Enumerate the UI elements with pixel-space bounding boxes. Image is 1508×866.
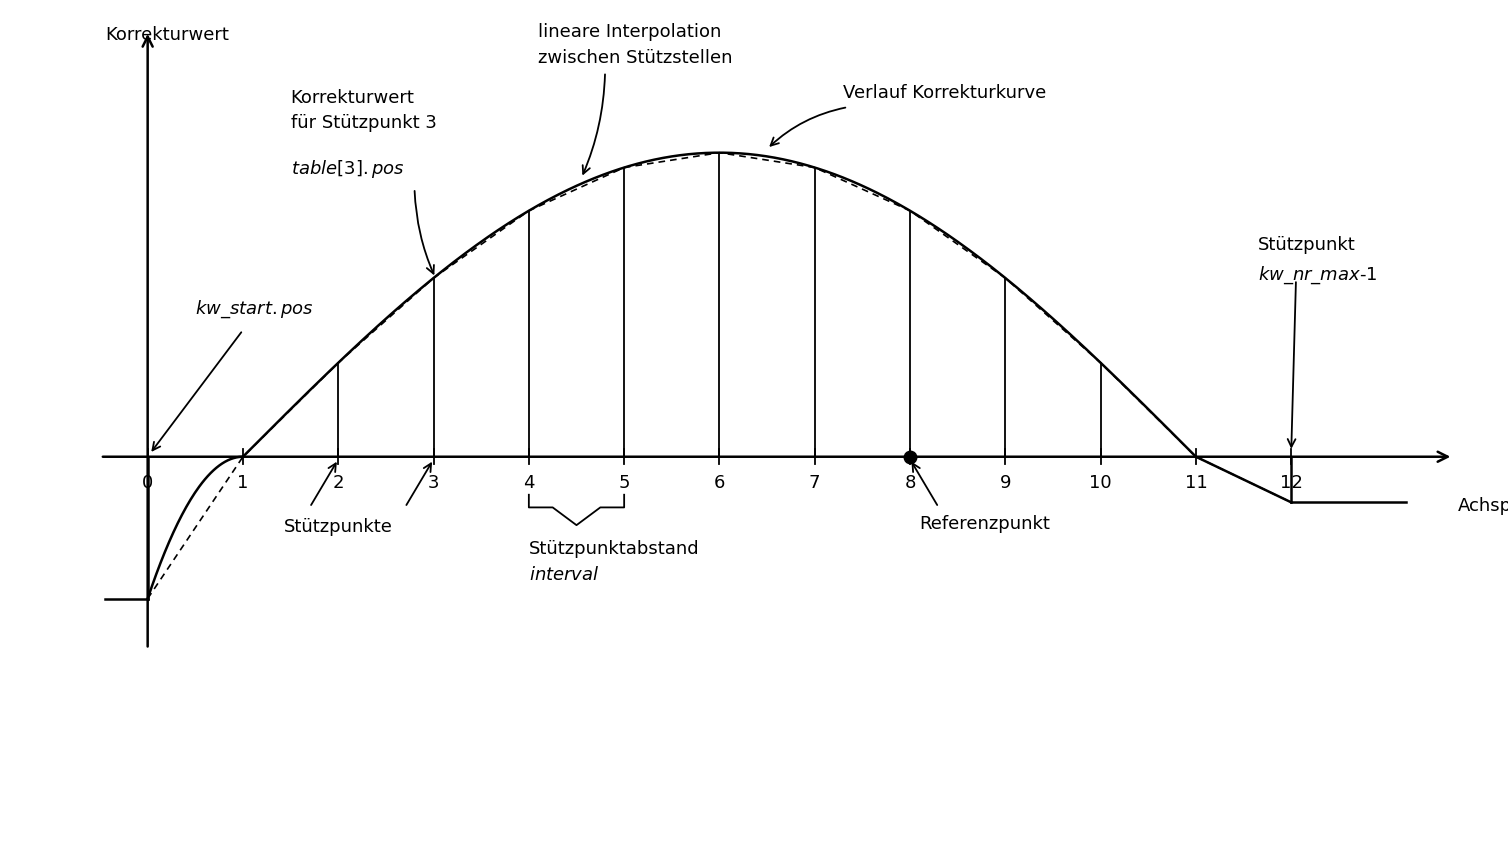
Text: Achsposition: Achsposition xyxy=(1458,497,1508,515)
Text: Referenzpunkt: Referenzpunkt xyxy=(920,515,1051,533)
Text: Korrekturwert: Korrekturwert xyxy=(104,26,229,44)
Text: $\mathbf{\mathit{interval}}$: $\mathbf{\mathit{interval}}$ xyxy=(529,565,599,584)
Text: $\mathbf{\mathit{kw\_nr\_max}}$-1: $\mathbf{\mathit{kw\_nr\_max}}$-1 xyxy=(1258,264,1377,286)
Text: 9: 9 xyxy=(1000,475,1010,493)
Text: 0: 0 xyxy=(142,475,154,493)
Text: für Stützpunkt 3: für Stützpunkt 3 xyxy=(291,114,436,132)
Text: 11: 11 xyxy=(1185,475,1208,493)
Text: zwischen Stützstellen: zwischen Stützstellen xyxy=(538,48,733,67)
Text: 2: 2 xyxy=(332,475,344,493)
Text: 10: 10 xyxy=(1089,475,1111,493)
Text: 5: 5 xyxy=(618,475,630,493)
Text: 7: 7 xyxy=(808,475,820,493)
Text: lineare Interpolation: lineare Interpolation xyxy=(538,23,722,42)
Text: 4: 4 xyxy=(523,475,535,493)
Text: 1: 1 xyxy=(237,475,249,493)
Text: 12: 12 xyxy=(1280,475,1303,493)
Text: $\mathbf{\mathit{table[3].pos}}$: $\mathbf{\mathit{table[3].pos}}$ xyxy=(291,158,404,180)
Text: Stützpunkte: Stützpunkte xyxy=(284,518,392,535)
Text: 6: 6 xyxy=(713,475,725,493)
Text: 3: 3 xyxy=(428,475,439,493)
Text: Stützpunkt: Stützpunkt xyxy=(1258,236,1356,254)
Text: Verlauf Korrekturkurve: Verlauf Korrekturkurve xyxy=(843,84,1047,102)
Text: 8: 8 xyxy=(905,475,915,493)
Text: Stützpunktabstand: Stützpunktabstand xyxy=(529,540,700,559)
Text: Korrekturwert: Korrekturwert xyxy=(291,89,415,107)
Text: $\mathbf{\mathit{kw\_start.pos}}$: $\mathbf{\mathit{kw\_start.pos}}$ xyxy=(196,299,314,320)
